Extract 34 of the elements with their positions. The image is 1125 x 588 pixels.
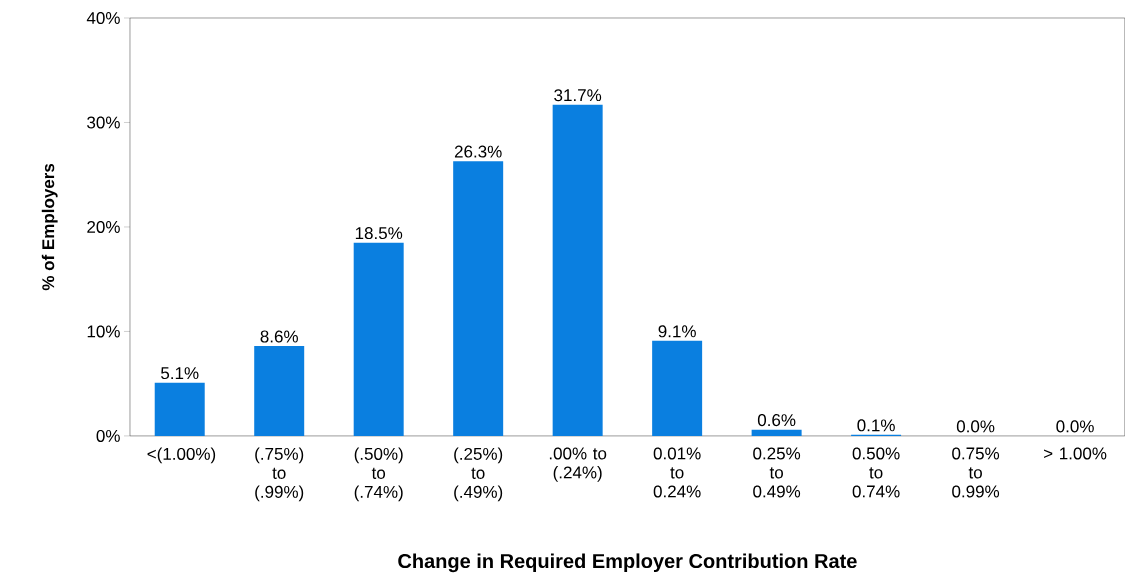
bar [652,340,703,436]
data-label: 0.0% [956,420,995,433]
y-axis-title: % of Employers [41,163,58,291]
y-tick-label: 10% [87,325,120,338]
data-label: 0.6% [757,414,796,427]
data-label: 0.1% [857,419,895,432]
x-tick-label: (.25%) to (.49%) [454,447,503,502]
y-tick-label: 30% [87,116,120,129]
x-axis-title: Change in Required Employer Contribution Rate [398,553,857,573]
data-label: 0.0% [1056,420,1094,433]
x-tick-label: 0.01% to 0.24% [653,447,701,498]
data-label: 18.5% [355,227,403,240]
bar [154,382,205,436]
data-label: 5.1% [161,367,199,380]
bar [552,104,603,436]
x-tick-label: 0.25% to 0.49% [753,447,801,498]
data-label: 8.6% [260,330,298,343]
x-tick-label: (.50%) to (.74%) [354,447,403,502]
bar [453,161,504,436]
x-tick-label: .00% to (.24%) [549,447,607,482]
x-tick-label: (.75%) to (.99%) [255,447,304,502]
bar [254,346,305,436]
data-label: 26.3% [454,145,502,158]
y-tick-label: 20% [87,220,120,234]
bar [751,429,802,436]
y-tick-label: 0% [96,429,120,442]
x-tick-label: > 1.00% [1044,447,1107,460]
data-label: 9.1% [658,325,696,338]
data-label: 31.7% [554,89,602,102]
bar [353,242,404,436]
y-tick-label: 40% [86,12,120,25]
x-tick-label: <(1.00%) [147,447,216,464]
x-tick-label: 0.50% to 0.74% [852,447,900,498]
x-tick-label: 0.75% to 0.99% [952,447,1000,498]
